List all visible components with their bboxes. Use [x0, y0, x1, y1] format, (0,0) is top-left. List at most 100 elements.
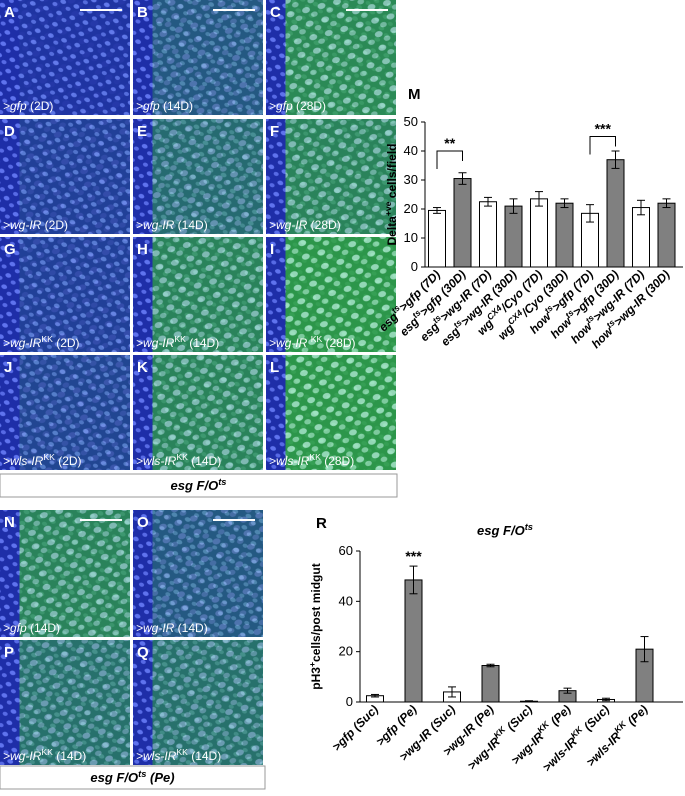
bar [504, 205, 523, 268]
gfp-signal [19, 640, 130, 765]
panel-letter: M [408, 86, 421, 103]
bar [657, 202, 676, 268]
text-part: >wls-IR [136, 749, 177, 763]
text-part: >wg-IR [136, 218, 175, 232]
text-part: (Suc) [502, 702, 535, 735]
panel-letter: D [4, 123, 15, 140]
text-part: ts [218, 477, 226, 487]
text-part: (2D) [55, 454, 82, 468]
text-part: ts [525, 522, 533, 532]
significance: ** [444, 135, 455, 151]
significance: *** [595, 121, 612, 137]
panel-letter: B [137, 4, 148, 21]
panel-label: >gfp (28D) [269, 99, 326, 113]
bar [404, 579, 423, 703]
text-part: (28D) [307, 218, 340, 232]
y-axis-label: Delta+ve cells/field [383, 143, 399, 245]
panel-letter: F [270, 123, 279, 140]
panel-letter: C [270, 4, 281, 21]
chart-title: esg F/Ots [477, 522, 533, 538]
gfp-signal [152, 510, 263, 637]
y-tick-label: 50 [404, 114, 418, 129]
text-part: >wg-IR [3, 336, 42, 350]
panel-letter: A [4, 4, 15, 21]
panel-label: >wg-IRKK (14D) [3, 747, 86, 763]
gfp-signal [152, 0, 263, 115]
panel-label: >wg-IR (14D) [136, 218, 208, 232]
gfp-signal [152, 119, 263, 234]
y-axis-label: pH3+cells/post midgut [307, 563, 323, 689]
text-part: KK [176, 747, 188, 757]
text-part: +ve [383, 201, 393, 216]
caption: esg F/Ots [171, 477, 227, 493]
bar [555, 202, 574, 268]
text-part: >wg-IR [3, 749, 42, 763]
text-part: >wg-IR [3, 218, 42, 232]
text-part: (14D) [186, 336, 219, 350]
gfp-signal [152, 237, 263, 352]
text-part: KK [176, 452, 188, 462]
panel-label: >wg-IR (2D) [3, 218, 68, 232]
text-part: KK [41, 334, 53, 344]
text-part: >gfp [3, 99, 27, 113]
text-part: (14D) [27, 621, 60, 635]
text-part: >wg-IR [136, 336, 175, 350]
text-part: esg F/O [171, 478, 219, 493]
y-tick-label: 20 [339, 644, 353, 659]
bar [453, 178, 472, 268]
gfp-signal [285, 355, 396, 470]
panel-label: >wls-IRKK (14D) [136, 452, 221, 468]
text-part: KK [174, 334, 186, 344]
y-tick-label: 10 [404, 230, 418, 245]
panel-label: >wg-IR (28D) [269, 218, 341, 232]
text-part: (14D) [174, 621, 207, 635]
bar [479, 201, 497, 268]
panel-letter: K [137, 359, 148, 376]
gfp-signal [285, 119, 396, 234]
panel-label: >wls-IRKK (14D) [136, 747, 221, 763]
text-part: pH3 [309, 667, 323, 690]
panel-label: >wls-IRKK (28D) [269, 452, 354, 468]
gfp-signal [285, 237, 396, 352]
gfp-signal [19, 119, 130, 234]
text-part: (14D) [188, 454, 221, 468]
gfp-signal [19, 510, 130, 637]
gfp-signal [19, 237, 130, 352]
text-part: cells/post midgut [309, 563, 323, 662]
gfp-signal [19, 0, 130, 115]
text-part: (2D) [41, 218, 68, 232]
panel-letter: N [4, 514, 15, 531]
micrographs: A >gfp (2D) B >gfp (14D) C >gfp (28D) D >wg-IR … [0, 0, 396, 765]
gfp-signal [285, 0, 396, 115]
y-tick-label: 30 [404, 172, 418, 187]
text-part: (28D) [293, 99, 326, 113]
bar [428, 209, 446, 268]
panel-label: >wg-IRKK (2D) [3, 334, 80, 350]
text-part: (28D) [322, 336, 355, 350]
text-part: (14D) [174, 218, 207, 232]
y-tick-label: 0 [346, 694, 353, 709]
text-part: + [307, 662, 317, 667]
text-part: (2D) [53, 336, 80, 350]
significance-bracket [436, 150, 463, 169]
x-tick-label: >gfp (Pe) [373, 702, 419, 748]
panel-letter: J [4, 359, 12, 376]
text-part: ts [138, 769, 146, 779]
panel-letter: L [270, 359, 279, 376]
text-part: Delta [385, 216, 399, 246]
x-tick-label: >wg-IRKK (Suc) [463, 701, 535, 773]
text-part: esg F/O [477, 523, 525, 538]
y-tick-label: 60 [339, 543, 353, 558]
panel-letter: H [137, 241, 148, 258]
gfp-signal [19, 355, 130, 470]
text-part: >wg-IR [136, 621, 175, 635]
text-part: >wls-IR [136, 454, 177, 468]
panel-letter: E [137, 123, 147, 140]
y-tick-label: 0 [411, 259, 418, 274]
text-part: >wls-IR [269, 454, 310, 468]
text-part: >wls-IR [584, 729, 624, 769]
text-part: (Suc) [579, 702, 612, 735]
significance: *** [405, 548, 422, 564]
text-part: esg F/O [90, 770, 138, 785]
